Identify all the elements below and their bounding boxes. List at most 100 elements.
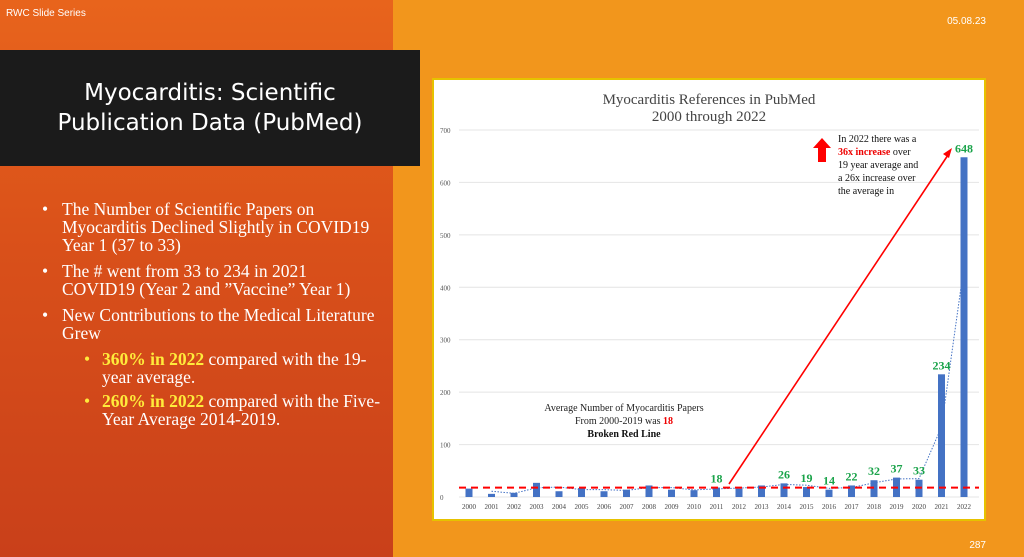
bullet-list: The Number of Scientific Papers on Myoca… <box>42 200 382 434</box>
inc-red: 36x increase <box>838 147 891 158</box>
bar <box>960 157 968 497</box>
inc-l2: 36x increase over <box>838 147 911 158</box>
x-tick-label: 2010 <box>687 503 702 511</box>
avg-line1: Average Number of Myocarditis Papers <box>544 403 703 414</box>
y-tick-label: 500 <box>440 232 451 240</box>
highlight: 360% in 2022 <box>102 349 205 369</box>
bar <box>645 485 653 497</box>
bar <box>870 480 878 497</box>
bar <box>578 488 585 497</box>
avg-annotation: Average Number of Myocarditis Papers Fro… <box>544 403 703 440</box>
bar <box>533 482 540 497</box>
series-label: RWC Slide Series <box>6 8 86 19</box>
sub-text: compared with the Five-Year Average 2014… <box>102 391 381 429</box>
increase-annotation: In 2022 there was a 36x increase over 19… <box>838 134 918 197</box>
data-label: 33 <box>913 464 925 478</box>
y-tick-label: 100 <box>440 442 451 450</box>
slide-date: 05.08.23 <box>947 16 986 27</box>
x-tick-label: 2016 <box>822 503 837 511</box>
avg-line2: From 2000-2019 was 18 <box>575 416 673 427</box>
x-tick-label: 2000 <box>462 503 477 511</box>
x-tick-label: 2002 <box>507 503 522 511</box>
bar <box>668 489 675 497</box>
title-line-1: Myocarditis: Scientific <box>84 80 336 106</box>
y-tick-label: 400 <box>440 284 451 292</box>
x-tick-label: 2004 <box>552 503 567 511</box>
avg-line3: Broken Red Line <box>587 429 661 440</box>
up-arrow-icon <box>813 138 831 162</box>
bar <box>825 489 833 497</box>
inc-l3: 19 year average and <box>838 160 918 171</box>
x-tick-label: 2011 <box>710 503 724 511</box>
data-label: 14 <box>823 474 835 488</box>
inc-l5: the average in <box>838 186 894 197</box>
inc-l2-rest: over <box>890 147 911 158</box>
bar <box>623 489 630 497</box>
bullet: New Contributions to the Medical Literat… <box>42 306 382 342</box>
data-label: 18 <box>711 472 723 486</box>
x-tick-label: 2008 <box>642 503 657 511</box>
y-tick-label: 700 <box>440 127 451 135</box>
bullet: The Number of Scientific Papers on Myoca… <box>42 200 382 254</box>
x-tick-label: 2022 <box>957 503 972 511</box>
bullet: The # went from 33 to 234 in 2021 COVID1… <box>42 262 382 298</box>
y-tick-label: 200 <box>440 389 451 397</box>
x-tick-label: 2012 <box>732 503 747 511</box>
page-number: 287 <box>969 540 986 551</box>
bar <box>848 485 855 497</box>
highlight: 260% in 2022 <box>102 391 205 411</box>
bar-chart: Myocarditis References in PubMed 2000 th… <box>440 92 979 511</box>
inc-l1: In 2022 there was a <box>838 134 917 145</box>
x-tick-label: 2009 <box>665 503 680 511</box>
x-tick-label: 2006 <box>597 503 612 511</box>
bar <box>555 491 563 497</box>
data-label: 234 <box>933 358 951 372</box>
x-tick-label: 2014 <box>777 503 792 511</box>
trend-line <box>491 265 965 494</box>
chart-container: Myocarditis References in PubMed 2000 th… <box>432 78 986 521</box>
x-tick-label: 2013 <box>755 503 770 511</box>
inc-l4: a 26x increase over <box>838 173 916 184</box>
arrow-head-icon <box>943 148 952 158</box>
increase-arrow <box>728 151 951 485</box>
data-label: 37 <box>891 462 903 476</box>
chart-subtitle: 2000 through 2022 <box>652 109 766 125</box>
bar <box>803 487 810 497</box>
x-tick-label: 2018 <box>867 503 882 511</box>
bar <box>735 488 743 497</box>
sub-bullet: 260% in 2022 compared with the Five-Year… <box>84 391 382 429</box>
x-tick-label: 2020 <box>912 503 927 511</box>
bar <box>600 491 608 497</box>
data-label: 22 <box>846 469 858 483</box>
x-tick-label: 2021 <box>935 503 950 511</box>
bar <box>510 492 518 497</box>
bar <box>713 487 720 497</box>
data-label: 26 <box>778 467 790 481</box>
bar <box>938 374 945 497</box>
bar <box>758 485 765 497</box>
data-label: 648 <box>955 141 973 155</box>
bar <box>780 483 788 497</box>
x-tick-label: 2019 <box>890 503 905 511</box>
title-line-2: Publication Data (PubMed) <box>57 110 363 136</box>
y-tick-label: 600 <box>440 179 451 187</box>
sub-text: compared with the 19-year average. <box>102 349 367 387</box>
avg-line2-text: From 2000-2019 was <box>575 416 663 427</box>
chart-title: Myocarditis References in PubMed <box>603 92 816 108</box>
avg-value: 18 <box>663 416 673 427</box>
y-tick-label: 300 <box>440 337 451 345</box>
y-tick-label: 0 <box>440 494 444 502</box>
slide-title: Myocarditis: Scientific Publication Data… <box>0 50 420 166</box>
bar <box>690 490 698 497</box>
bar <box>488 493 495 497</box>
x-tick-label: 2003 <box>530 503 545 511</box>
data-label: 19 <box>801 471 813 485</box>
x-tick-label: 2001 <box>485 503 500 511</box>
sub-bullet: 360% in 2022 compared with the 19-year a… <box>84 349 382 387</box>
x-tick-label: 2017 <box>845 503 860 511</box>
data-label: 32 <box>868 464 880 478</box>
x-tick-label: 2007 <box>620 503 635 511</box>
x-tick-label: 2015 <box>800 503 815 511</box>
x-tick-label: 2005 <box>575 503 590 511</box>
bar <box>465 488 473 497</box>
